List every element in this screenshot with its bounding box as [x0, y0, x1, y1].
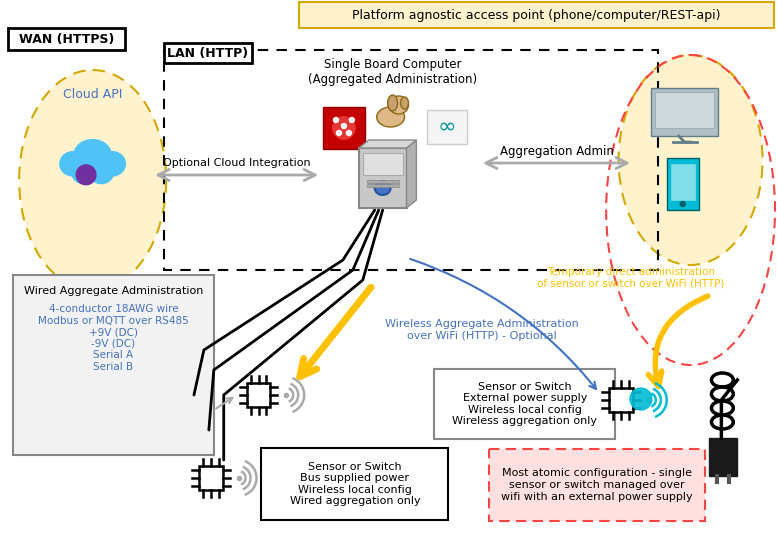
Ellipse shape — [76, 165, 96, 185]
Ellipse shape — [377, 107, 405, 127]
Text: Aggregation Admin: Aggregation Admin — [500, 144, 613, 157]
Bar — [323, 107, 364, 149]
Ellipse shape — [60, 151, 86, 176]
Text: LAN (HTTP): LAN (HTTP) — [167, 47, 249, 60]
Ellipse shape — [332, 115, 357, 141]
Bar — [199, 466, 223, 490]
Bar — [427, 110, 467, 144]
Ellipse shape — [99, 151, 125, 176]
Text: Single Board Computer
(Aggregated Administration): Single Board Computer (Aggregated Admini… — [308, 58, 477, 86]
Bar — [489, 449, 706, 521]
Bar — [709, 438, 737, 476]
Ellipse shape — [630, 388, 652, 410]
Text: 4-conductor 18AWG wire
Modbus or MQTT over RS485
+9V (DC)
-9V (DC)
Serial A
Seri: 4-conductor 18AWG wire Modbus or MQTT ov… — [38, 304, 189, 372]
Bar — [671, 164, 695, 200]
Bar — [367, 184, 399, 187]
Bar — [246, 383, 270, 407]
Text: Temporary direct administration
of sensor or switch over WiFi (HTTP): Temporary direct administration of senso… — [538, 267, 725, 289]
Bar — [262, 448, 448, 520]
Bar — [299, 2, 774, 28]
Bar — [164, 50, 658, 270]
Ellipse shape — [618, 55, 762, 265]
Ellipse shape — [400, 97, 409, 109]
Bar — [359, 148, 406, 208]
Text: Most atomic configuration - single
sensor or switch managed over
wifi with an ex: Most atomic configuration - single senso… — [501, 468, 693, 502]
Ellipse shape — [333, 118, 339, 122]
Bar — [13, 275, 214, 455]
Ellipse shape — [350, 118, 354, 122]
Text: Sensor or Switch
External power supply
Wireless local config
Wireless aggregatio: Sensor or Switch External power supply W… — [452, 382, 598, 426]
Text: Sensor or Switch
Bus supplied power
Wireless local config
Wired aggregation only: Sensor or Switch Bus supplied power Wire… — [290, 462, 420, 506]
Bar — [363, 153, 402, 175]
Bar — [655, 92, 714, 128]
Ellipse shape — [388, 96, 409, 114]
Text: ∞: ∞ — [438, 117, 456, 137]
Text: Cloud API: Cloud API — [63, 89, 122, 101]
Text: Platform agnostic access point (phone/computer/REST-api): Platform agnostic access point (phone/co… — [353, 9, 721, 21]
Bar — [367, 180, 399, 183]
Bar — [651, 88, 719, 136]
Text: Wired Aggregate Administration: Wired Aggregate Administration — [24, 286, 203, 296]
Text: WAN (HTTPS): WAN (HTTPS) — [19, 33, 114, 46]
Polygon shape — [359, 140, 416, 148]
Text: Wireless Aggregate Administration
over WiFi (HTTP) - Optional: Wireless Aggregate Administration over W… — [385, 319, 579, 341]
Ellipse shape — [341, 124, 347, 128]
Bar — [609, 388, 633, 412]
Ellipse shape — [74, 140, 111, 170]
Bar — [434, 369, 615, 439]
Bar — [9, 28, 125, 50]
Ellipse shape — [89, 162, 113, 184]
Bar — [164, 43, 252, 63]
Ellipse shape — [336, 130, 341, 135]
Text: Optional Cloud Integration: Optional Cloud Integration — [163, 158, 311, 168]
Ellipse shape — [347, 130, 351, 135]
Bar — [667, 158, 699, 210]
Polygon shape — [406, 140, 416, 208]
Ellipse shape — [71, 162, 96, 184]
Ellipse shape — [19, 70, 166, 290]
Ellipse shape — [375, 181, 391, 195]
Ellipse shape — [388, 95, 398, 111]
Ellipse shape — [680, 201, 685, 207]
